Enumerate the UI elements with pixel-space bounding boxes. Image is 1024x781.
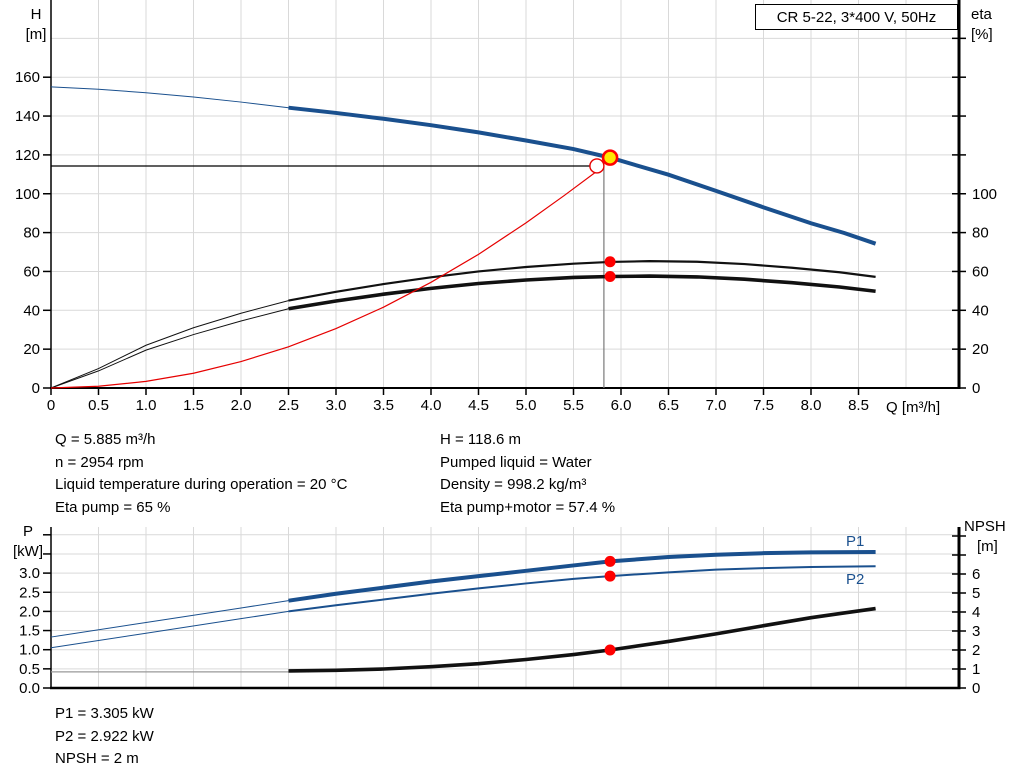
q-axis-label: Q [m³/h] <box>886 399 941 416</box>
svg-text:160: 160 <box>15 69 40 86</box>
svg-text:40: 40 <box>23 302 40 319</box>
info-line-q: Q = 5.885 m³/h <box>55 431 156 448</box>
svg-text:140: 140 <box>15 108 40 125</box>
info-block-right: H = 118.6 m Pumped liquid = Water Densit… <box>440 431 615 521</box>
svg-text:2: 2 <box>972 642 980 659</box>
svg-text:60: 60 <box>972 263 989 280</box>
pump-model-title-box: CR 5-22, 3*400 V, 50Hz <box>755 4 958 30</box>
svg-text:80: 80 <box>972 225 989 242</box>
svg-text:80: 80 <box>23 225 40 242</box>
svg-text:0: 0 <box>972 680 980 697</box>
svg-text:0.5: 0.5 <box>88 397 109 414</box>
svg-text:3: 3 <box>972 623 980 640</box>
svg-text:1.0: 1.0 <box>136 397 157 414</box>
p-axis-title: P <box>22 523 33 540</box>
svg-text:5: 5 <box>972 585 980 602</box>
svg-text:8.0: 8.0 <box>801 397 822 414</box>
footer-line-p2: P2 = 2.922 kW <box>55 727 154 745</box>
svg-text:4.5: 4.5 <box>468 397 489 414</box>
pump-model-title: CR 5-22, 3*400 V, 50Hz <box>776 8 937 26</box>
svg-text:0.0: 0.0 <box>19 680 40 697</box>
eta-axis-unit: [%] <box>971 26 993 43</box>
svg-text:1.5: 1.5 <box>19 623 40 640</box>
info-line-temp: Liquid temperature during operation = 20… <box>55 476 348 493</box>
svg-text:1: 1 <box>972 661 980 678</box>
svg-text:20: 20 <box>23 341 40 358</box>
svg-text:3.0: 3.0 <box>326 397 347 414</box>
svg-text:6.0: 6.0 <box>611 397 632 414</box>
svg-text:5.0: 5.0 <box>516 397 537 414</box>
info-line-h: H = 118.6 m <box>440 431 522 448</box>
footer-block: P1 = 3.305 kW P2 = 2.922 kW NPSH = 2 m <box>55 705 154 773</box>
svg-text:2.0: 2.0 <box>19 603 40 620</box>
h-axis-title: H <box>30 6 42 23</box>
svg-text:6.5: 6.5 <box>658 397 679 414</box>
info-line-n: n = 2954 rpm <box>55 453 144 471</box>
p2-curve-label: P2 <box>846 571 865 588</box>
npsh-axis-title: NPSH <box>964 518 1006 535</box>
svg-text:1.5: 1.5 <box>183 397 204 414</box>
svg-text:4: 4 <box>972 604 980 621</box>
footer-line-npsh: NPSH = 2 m <box>55 750 139 767</box>
svg-text:100: 100 <box>15 186 40 203</box>
svg-text:7.5: 7.5 <box>753 397 774 414</box>
info-line-eta-pump: Eta pump = 65 % <box>55 498 171 516</box>
svg-text:2.5: 2.5 <box>19 584 40 601</box>
h-axis-unit: [m] <box>25 26 47 43</box>
svg-text:60: 60 <box>23 263 40 280</box>
svg-text:5.5: 5.5 <box>563 397 584 414</box>
svg-text:100: 100 <box>972 186 997 203</box>
svg-text:8.5: 8.5 <box>848 397 869 414</box>
svg-text:20: 20 <box>972 341 989 358</box>
eta-axis-title: eta <box>971 6 992 23</box>
svg-text:40: 40 <box>972 302 989 319</box>
svg-text:0: 0 <box>32 380 40 397</box>
footer-line-p1: P1 = 3.305 kW <box>55 705 154 722</box>
info-line-eta-pump-motor: Eta pump+motor = 57.4 % <box>440 498 616 516</box>
svg-text:1.0: 1.0 <box>19 642 40 659</box>
svg-text:7.0: 7.0 <box>706 397 727 414</box>
info-line-liquid: Pumped liquid = Water <box>440 453 592 471</box>
npsh-axis-unit: [m] <box>977 538 998 555</box>
svg-text:0: 0 <box>47 397 55 414</box>
svg-text:4.0: 4.0 <box>421 397 442 414</box>
svg-text:0.5: 0.5 <box>19 661 40 678</box>
svg-text:2.5: 2.5 <box>278 397 299 414</box>
p-axis-unit: [kW] <box>13 543 43 560</box>
p1-curve-label: P1 <box>846 533 865 550</box>
svg-text:6: 6 <box>972 566 980 583</box>
svg-text:120: 120 <box>15 147 40 164</box>
svg-text:3.0: 3.0 <box>19 565 40 582</box>
info-block-left: Q = 5.885 m³/h n = 2954 rpm Liquid tempe… <box>55 431 347 521</box>
info-line-density: Density = 998.2 kg/m³ <box>440 476 587 493</box>
svg-text:3.5: 3.5 <box>373 397 394 414</box>
svg-text:2.0: 2.0 <box>231 397 252 414</box>
svg-text:0: 0 <box>972 380 980 397</box>
